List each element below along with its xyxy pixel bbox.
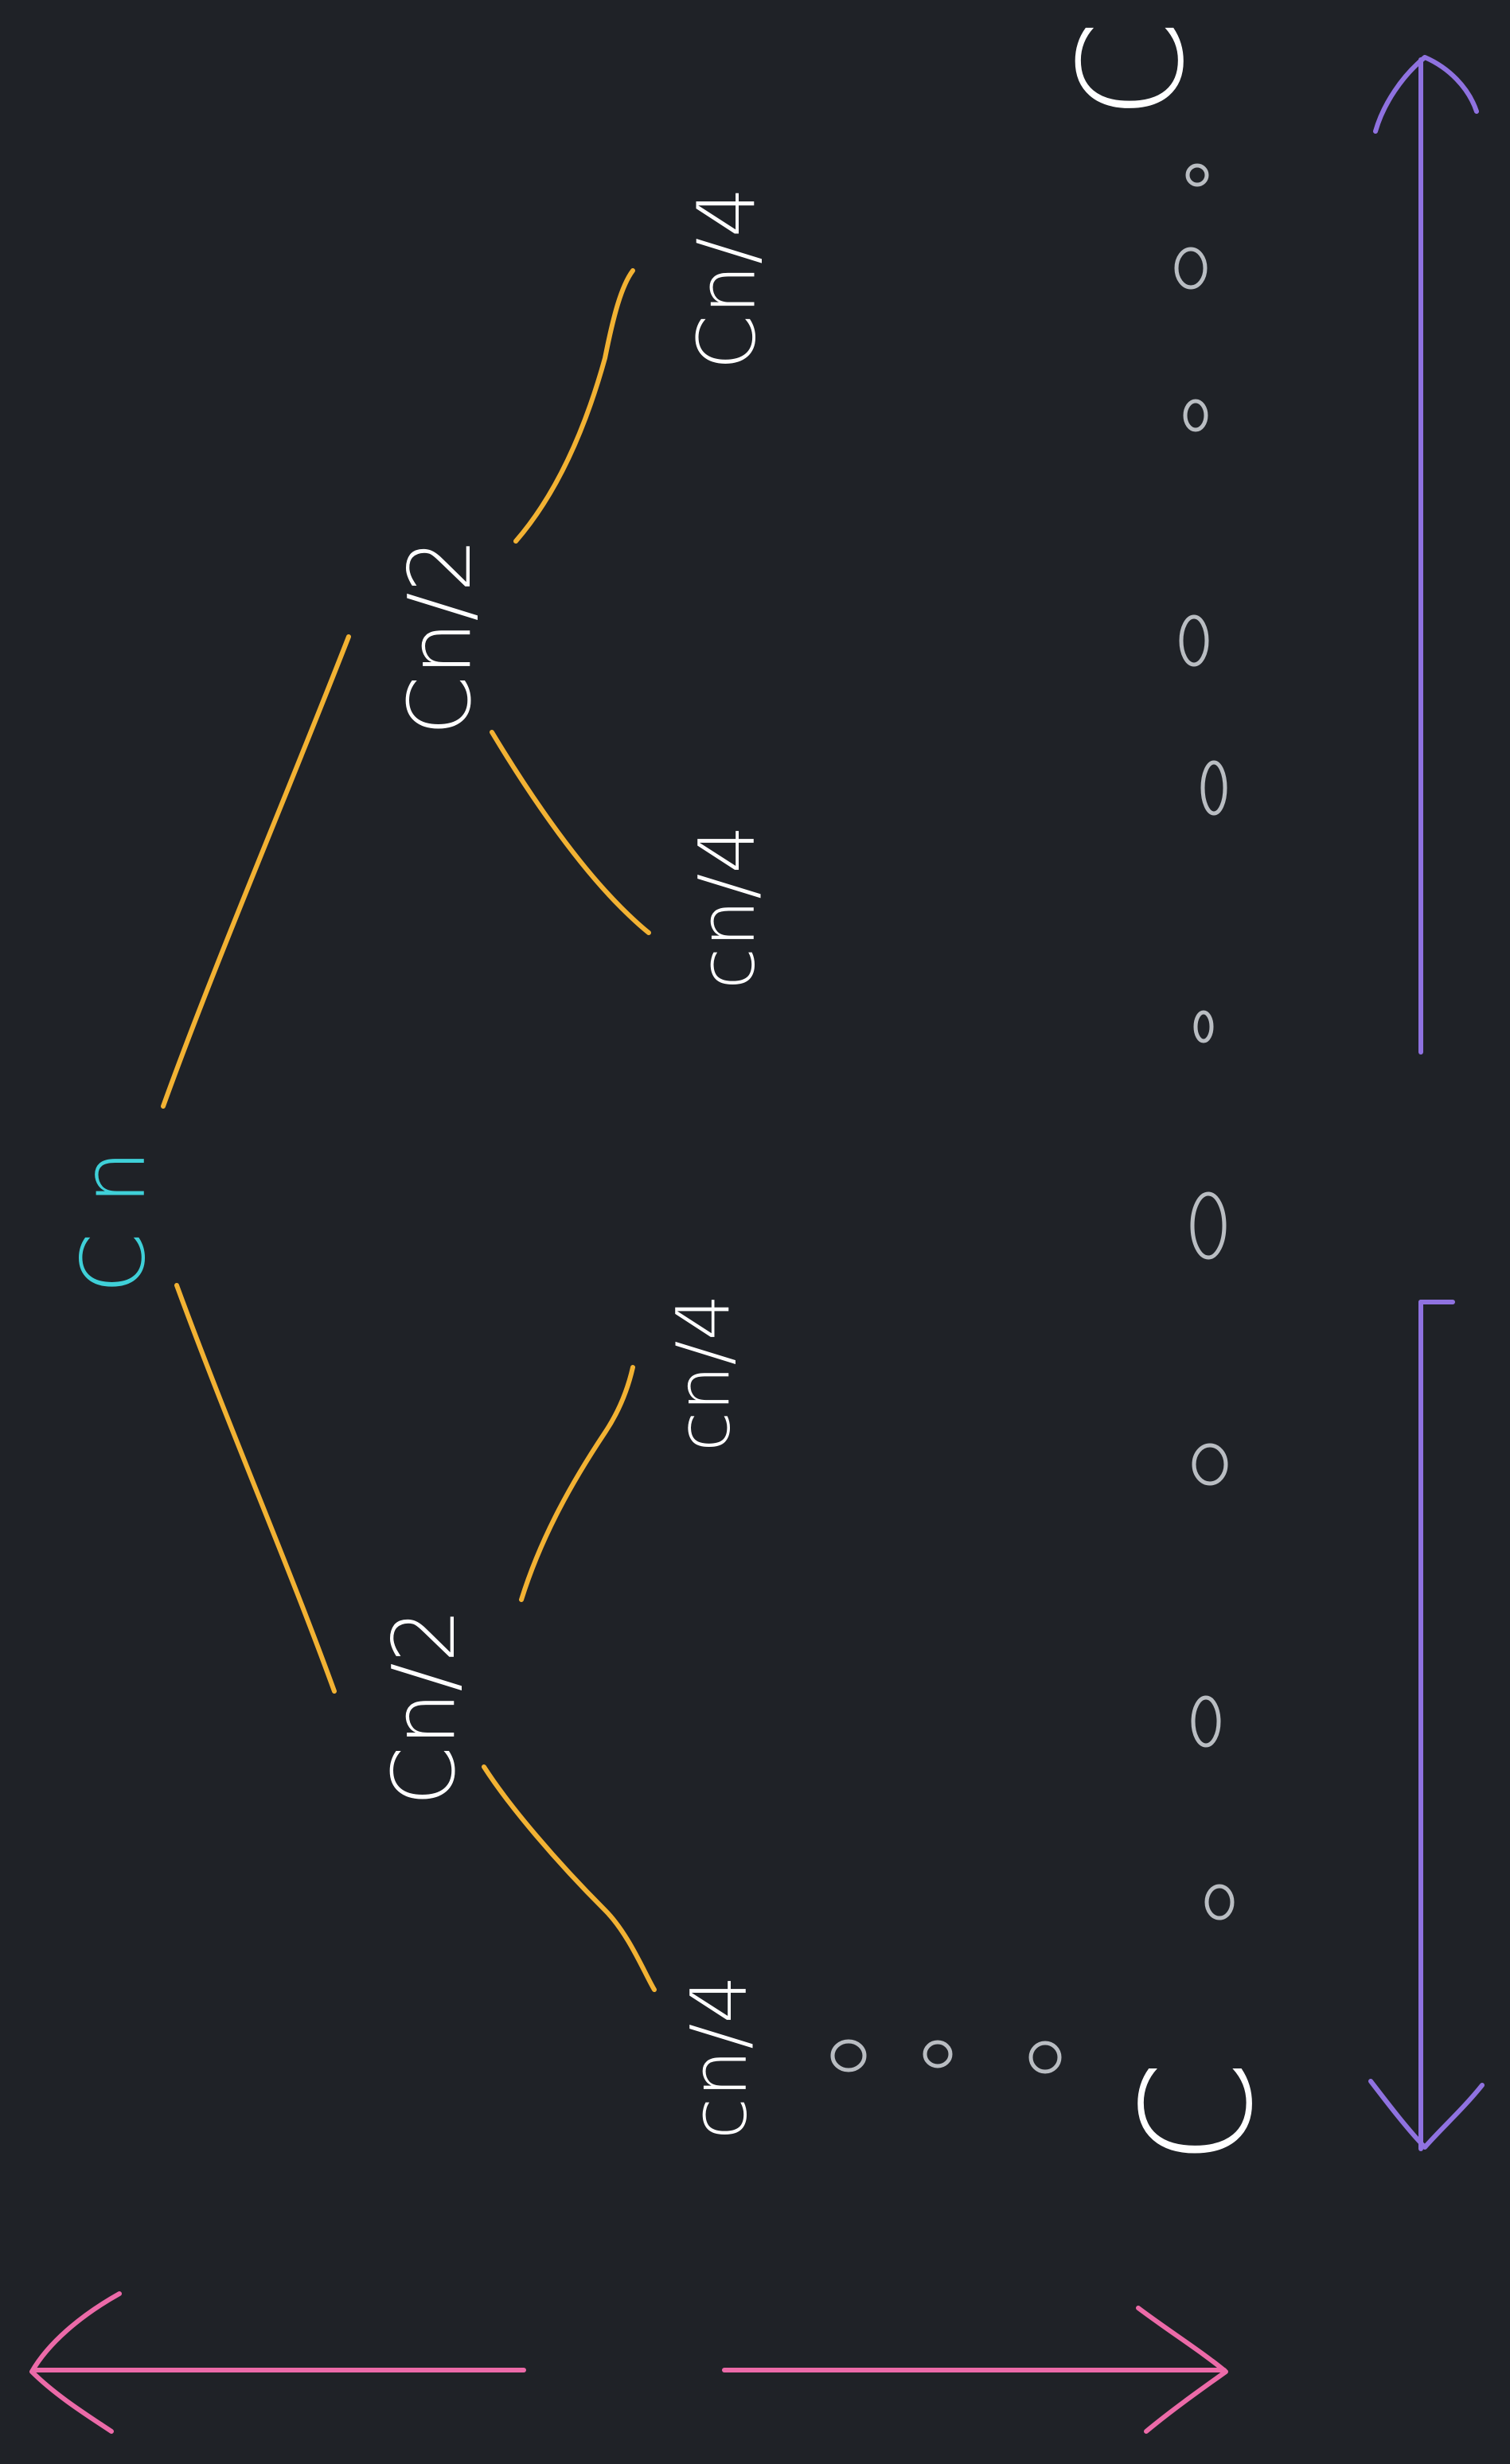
leaf-dot	[1204, 1884, 1235, 1920]
edge-left-child-to-top-grandchild	[513, 268, 635, 544]
leaf-first-label: C	[1110, 2060, 1286, 2166]
level2-label-b: cn/4	[674, 1975, 763, 2139]
level2-label-d: Cn/4	[680, 187, 773, 371]
height-arrow-head-bottom	[1368, 2079, 1485, 2150]
edge-left-child-to-second-grandchild	[490, 730, 651, 935]
root-node: C n	[62, 1149, 164, 1294]
edge-root-to-left-child	[161, 634, 351, 1109]
level2-label-a: cn/4	[682, 825, 771, 989]
leaf-first-node: C	[1110, 2060, 1286, 2166]
continuation-dots	[830, 2039, 1062, 2074]
leaf-dot	[1183, 399, 1208, 432]
leaf-dot	[1191, 1695, 1221, 1748]
height-arrow-head-top	[1373, 55, 1479, 134]
leaf-dot	[1185, 163, 1209, 187]
level1-label-right: Cn/2	[375, 1608, 474, 1807]
leaf-dot	[1192, 1443, 1228, 1486]
level1-node-left: Cn/2	[391, 538, 490, 736]
leaf-dots	[1174, 163, 1235, 1920]
tree-edges	[161, 268, 657, 1992]
leaf-dot	[1174, 247, 1208, 290]
root-label: C n	[62, 1149, 164, 1294]
height-arrow	[1368, 55, 1485, 2151]
level1-label-left: Cn/2	[391, 538, 490, 736]
leaf-last-label: C	[1049, 20, 1215, 120]
level2-node-d: Cn/4	[680, 187, 773, 371]
level2-node-c: cn/4	[661, 1294, 747, 1452]
continuation-dot	[1028, 2041, 1062, 2074]
leaf-dot	[1179, 614, 1209, 667]
level1-node-right: Cn/2	[375, 1608, 474, 1807]
continuation-dot	[830, 2039, 867, 2072]
width-arrow-head-right	[1136, 2306, 1228, 2434]
leaf-dot	[1200, 760, 1227, 816]
level2-node-a: cn/4	[682, 825, 771, 989]
double-headed-arrow-icon	[1368, 55, 1485, 2151]
leaf-dot	[1190, 1191, 1227, 1260]
double-headed-arrow-icon	[29, 2291, 1228, 2434]
continuation-dot	[923, 2040, 953, 2068]
level2-node-b: cn/4	[674, 1975, 763, 2139]
edge-right-child-to-bottom-grandchild	[482, 1764, 657, 1992]
leaf-last-node: C	[1049, 20, 1215, 120]
level2-label-c: cn/4	[661, 1294, 747, 1452]
leaf-dot	[1193, 1010, 1214, 1043]
edge-right-child-to-third-grandchild	[519, 1365, 635, 1602]
width-arrow-head-left	[29, 2291, 122, 2434]
edge-root-to-right-child	[174, 1283, 337, 1694]
width-arrow	[29, 2291, 1228, 2434]
